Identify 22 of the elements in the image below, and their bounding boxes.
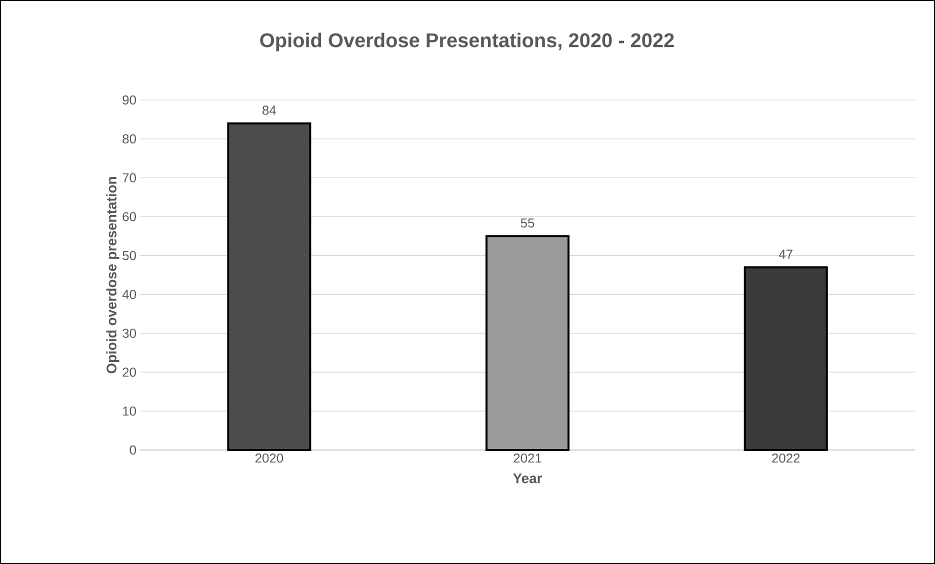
x-tick-label: 2020 [255, 454, 284, 463]
bar [744, 266, 828, 451]
y-tick-label: 70 [122, 173, 136, 182]
data-label: 47 [778, 250, 792, 259]
y-tick-label: 40 [122, 290, 136, 300]
y-tick-label: 80 [122, 134, 136, 144]
chart-title: Opioid Overdose Presentations, 2020 - 2022 [260, 32, 674, 52]
y-tick-label: 30 [122, 328, 136, 338]
y-axis-title: Opioid overdose presentation [106, 177, 120, 374]
x-axis-title: Year [513, 474, 542, 484]
data-label: 55 [520, 218, 534, 228]
y-tick-label: 0 [130, 445, 136, 455]
y-tick-label: 20 [122, 368, 136, 377]
y-tick-label: 60 [122, 212, 136, 222]
y-tick-label: 50 [122, 250, 136, 260]
y-tick-label: 90 [122, 95, 136, 105]
x-tick-label: 2021 [514, 454, 542, 463]
data-label: 84 [262, 106, 276, 115]
bar [486, 235, 570, 451]
y-tick-label: 10 [123, 406, 136, 416]
x-tick-label: 2022 [772, 454, 800, 463]
bar [227, 122, 312, 451]
